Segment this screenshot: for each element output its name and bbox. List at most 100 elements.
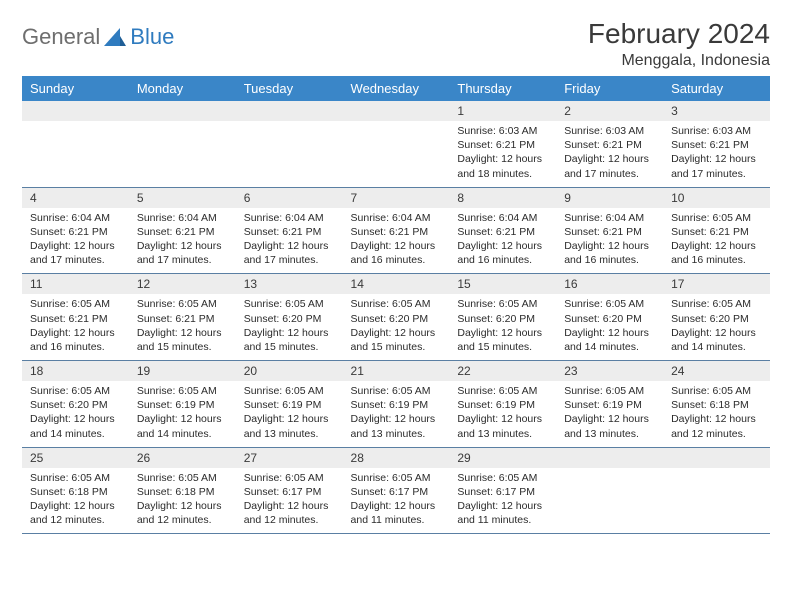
day-cell: Sunrise: 6:05 AMSunset: 6:21 PMDaylight:… bbox=[663, 208, 770, 274]
sunrise-text: Sunrise: 6:05 AM bbox=[244, 297, 335, 311]
day-cell: Sunrise: 6:05 AMSunset: 6:18 PMDaylight:… bbox=[663, 381, 770, 447]
day-cell: Sunrise: 6:05 AMSunset: 6:18 PMDaylight:… bbox=[129, 468, 236, 534]
day-number: 19 bbox=[129, 361, 236, 382]
sunrise-text: Sunrise: 6:05 AM bbox=[244, 471, 335, 485]
sunset-text: Sunset: 6:21 PM bbox=[137, 312, 228, 326]
sunrise-text: Sunrise: 6:05 AM bbox=[351, 297, 442, 311]
day-number: 14 bbox=[343, 274, 450, 295]
sunrise-text: Sunrise: 6:05 AM bbox=[564, 297, 655, 311]
day-number-row: 11121314151617 bbox=[22, 274, 770, 295]
sunrise-text: Sunrise: 6:05 AM bbox=[351, 384, 442, 398]
daylight-text: Daylight: 12 hours and 13 minutes. bbox=[564, 412, 655, 440]
day-cell: Sunrise: 6:05 AMSunset: 6:21 PMDaylight:… bbox=[22, 294, 129, 360]
daylight-text: Daylight: 12 hours and 15 minutes. bbox=[137, 326, 228, 354]
sunset-text: Sunset: 6:21 PM bbox=[564, 225, 655, 239]
sunset-text: Sunset: 6:21 PM bbox=[244, 225, 335, 239]
brand-logo: General Blue bbox=[22, 24, 174, 50]
day-number bbox=[663, 447, 770, 468]
day-content-row: Sunrise: 6:05 AMSunset: 6:20 PMDaylight:… bbox=[22, 381, 770, 447]
sunrise-text: Sunrise: 6:05 AM bbox=[137, 471, 228, 485]
day-number bbox=[22, 101, 129, 121]
day-content-row: Sunrise: 6:03 AMSunset: 6:21 PMDaylight:… bbox=[22, 121, 770, 187]
day-number: 1 bbox=[449, 101, 556, 121]
daylight-text: Daylight: 12 hours and 16 minutes. bbox=[564, 239, 655, 267]
day-cell: Sunrise: 6:04 AMSunset: 6:21 PMDaylight:… bbox=[236, 208, 343, 274]
day-cell bbox=[343, 121, 450, 187]
day-number: 27 bbox=[236, 447, 343, 468]
sunset-text: Sunset: 6:21 PM bbox=[30, 225, 121, 239]
daylight-text: Daylight: 12 hours and 12 minutes. bbox=[30, 499, 121, 527]
sunrise-text: Sunrise: 6:05 AM bbox=[671, 211, 762, 225]
weekday-header: Sunday bbox=[22, 76, 129, 101]
sunrise-text: Sunrise: 6:05 AM bbox=[351, 471, 442, 485]
daylight-text: Daylight: 12 hours and 12 minutes. bbox=[137, 499, 228, 527]
daylight-text: Daylight: 12 hours and 12 minutes. bbox=[671, 412, 762, 440]
day-cell: Sunrise: 6:04 AMSunset: 6:21 PMDaylight:… bbox=[556, 208, 663, 274]
sunset-text: Sunset: 6:18 PM bbox=[137, 485, 228, 499]
day-cell: Sunrise: 6:05 AMSunset: 6:20 PMDaylight:… bbox=[22, 381, 129, 447]
day-cell: Sunrise: 6:05 AMSunset: 6:20 PMDaylight:… bbox=[343, 294, 450, 360]
sunset-text: Sunset: 6:21 PM bbox=[457, 138, 548, 152]
day-number: 4 bbox=[22, 187, 129, 208]
sunset-text: Sunset: 6:17 PM bbox=[244, 485, 335, 499]
day-cell bbox=[129, 121, 236, 187]
sunrise-text: Sunrise: 6:05 AM bbox=[137, 384, 228, 398]
daylight-text: Daylight: 12 hours and 14 minutes. bbox=[137, 412, 228, 440]
day-number-row: 123 bbox=[22, 101, 770, 121]
sunset-text: Sunset: 6:20 PM bbox=[351, 312, 442, 326]
brand-text-general: General bbox=[22, 24, 100, 50]
sunset-text: Sunset: 6:19 PM bbox=[137, 398, 228, 412]
day-cell: Sunrise: 6:03 AMSunset: 6:21 PMDaylight:… bbox=[449, 121, 556, 187]
sunrise-text: Sunrise: 6:04 AM bbox=[30, 211, 121, 225]
day-number: 18 bbox=[22, 361, 129, 382]
day-number: 29 bbox=[449, 447, 556, 468]
day-number: 21 bbox=[343, 361, 450, 382]
sunrise-text: Sunrise: 6:04 AM bbox=[244, 211, 335, 225]
day-number: 9 bbox=[556, 187, 663, 208]
daylight-text: Daylight: 12 hours and 13 minutes. bbox=[244, 412, 335, 440]
calendar-table: Sunday Monday Tuesday Wednesday Thursday… bbox=[22, 76, 770, 534]
day-number: 12 bbox=[129, 274, 236, 295]
sunset-text: Sunset: 6:20 PM bbox=[564, 312, 655, 326]
daylight-text: Daylight: 12 hours and 14 minutes. bbox=[30, 412, 121, 440]
day-number: 16 bbox=[556, 274, 663, 295]
daylight-text: Daylight: 12 hours and 17 minutes. bbox=[30, 239, 121, 267]
sunset-text: Sunset: 6:19 PM bbox=[244, 398, 335, 412]
brand-sail-icon bbox=[102, 26, 128, 48]
sunset-text: Sunset: 6:18 PM bbox=[671, 398, 762, 412]
day-number-row: 45678910 bbox=[22, 187, 770, 208]
sunrise-text: Sunrise: 6:05 AM bbox=[457, 384, 548, 398]
day-cell: Sunrise: 6:05 AMSunset: 6:20 PMDaylight:… bbox=[236, 294, 343, 360]
day-cell: Sunrise: 6:05 AMSunset: 6:20 PMDaylight:… bbox=[663, 294, 770, 360]
day-cell: Sunrise: 6:04 AMSunset: 6:21 PMDaylight:… bbox=[449, 208, 556, 274]
sunset-text: Sunset: 6:17 PM bbox=[351, 485, 442, 499]
day-cell: Sunrise: 6:05 AMSunset: 6:20 PMDaylight:… bbox=[449, 294, 556, 360]
sunrise-text: Sunrise: 6:04 AM bbox=[137, 211, 228, 225]
sunset-text: Sunset: 6:18 PM bbox=[30, 485, 121, 499]
day-number: 17 bbox=[663, 274, 770, 295]
daylight-text: Daylight: 12 hours and 14 minutes. bbox=[671, 326, 762, 354]
sunrise-text: Sunrise: 6:05 AM bbox=[30, 471, 121, 485]
day-number bbox=[236, 101, 343, 121]
day-cell: Sunrise: 6:03 AMSunset: 6:21 PMDaylight:… bbox=[556, 121, 663, 187]
daylight-text: Daylight: 12 hours and 18 minutes. bbox=[457, 152, 548, 180]
day-number: 11 bbox=[22, 274, 129, 295]
day-number-row: 2526272829 bbox=[22, 447, 770, 468]
weekday-header-row: Sunday Monday Tuesday Wednesday Thursday… bbox=[22, 76, 770, 101]
day-cell: Sunrise: 6:04 AMSunset: 6:21 PMDaylight:… bbox=[129, 208, 236, 274]
daylight-text: Daylight: 12 hours and 14 minutes. bbox=[564, 326, 655, 354]
header-row: General Blue February 2024 Menggala, Ind… bbox=[22, 18, 770, 70]
day-cell: Sunrise: 6:05 AMSunset: 6:18 PMDaylight:… bbox=[22, 468, 129, 534]
weekday-header: Saturday bbox=[663, 76, 770, 101]
weekday-header: Monday bbox=[129, 76, 236, 101]
day-cell: Sunrise: 6:03 AMSunset: 6:21 PMDaylight:… bbox=[663, 121, 770, 187]
day-cell: Sunrise: 6:05 AMSunset: 6:17 PMDaylight:… bbox=[236, 468, 343, 534]
daylight-text: Daylight: 12 hours and 11 minutes. bbox=[457, 499, 548, 527]
daylight-text: Daylight: 12 hours and 17 minutes. bbox=[564, 152, 655, 180]
location-text: Menggala, Indonesia bbox=[588, 52, 770, 70]
weekday-header: Wednesday bbox=[343, 76, 450, 101]
day-number bbox=[129, 101, 236, 121]
day-number: 13 bbox=[236, 274, 343, 295]
day-cell: Sunrise: 6:04 AMSunset: 6:21 PMDaylight:… bbox=[343, 208, 450, 274]
day-cell: Sunrise: 6:05 AMSunset: 6:19 PMDaylight:… bbox=[449, 381, 556, 447]
